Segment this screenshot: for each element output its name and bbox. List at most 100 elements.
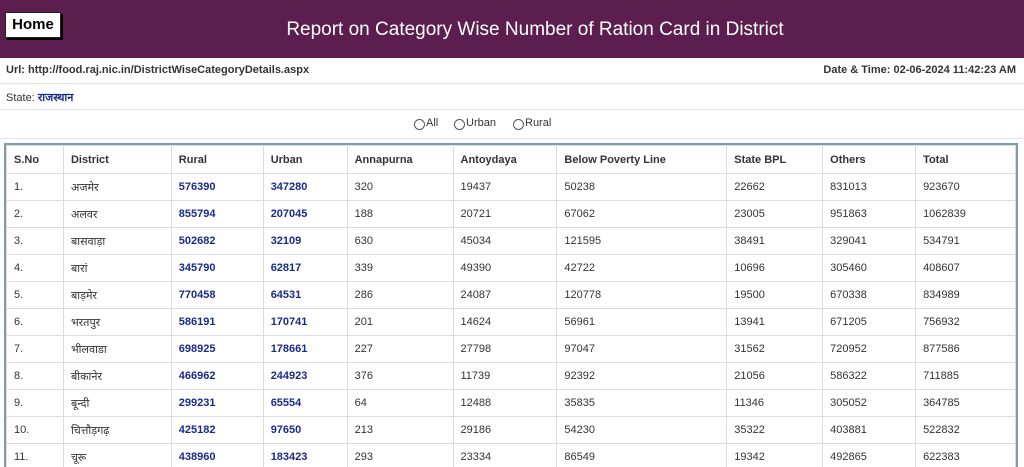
cell-sno: 2. (7, 201, 64, 228)
cell-sno: 5. (7, 282, 64, 309)
home-button[interactable]: Home (5, 12, 61, 38)
state-row: State: राजस्थान (0, 84, 1024, 110)
cell-rural[interactable]: 770458 (171, 282, 263, 309)
cell-district: बासवाड़ा (63, 228, 171, 255)
cell-rural[interactable]: 345790 (171, 255, 263, 282)
cell-sno: 7. (7, 336, 64, 363)
cell-bpl: 97047 (557, 336, 727, 363)
cell-antoydaya: 23334 (453, 444, 557, 467)
header-district: District (63, 146, 171, 174)
radio-urban-circle[interactable] (454, 119, 465, 130)
cell-others: 305460 (823, 255, 916, 282)
cell-annapurna: 293 (347, 444, 453, 467)
cell-others: 671205 (823, 309, 916, 336)
cell-bpl: 50238 (557, 174, 727, 201)
cell-annapurna: 64 (347, 390, 453, 417)
cell-bpl: 56961 (557, 309, 727, 336)
cell-urban[interactable]: 244923 (263, 363, 347, 390)
header-state-bpl: State BPL (727, 146, 823, 174)
cell-others: 586322 (823, 363, 916, 390)
cell-bpl: 54230 (557, 417, 727, 444)
cell-state-bpl: 38491 (727, 228, 823, 255)
cell-rural[interactable]: 466962 (171, 363, 263, 390)
cell-antoydaya: 27798 (453, 336, 557, 363)
cell-urban[interactable]: 183423 (263, 444, 347, 467)
cell-urban[interactable]: 32109 (263, 228, 347, 255)
cell-state-bpl: 10696 (727, 255, 823, 282)
radio-all-circle[interactable] (414, 119, 425, 130)
cell-antoydaya: 45034 (453, 228, 557, 255)
cell-others: 329041 (823, 228, 916, 255)
cell-bpl: 92392 (557, 363, 727, 390)
cell-annapurna: 286 (347, 282, 453, 309)
header-sno: S.No (7, 146, 64, 174)
radio-rural-label: Rural (525, 117, 551, 129)
cell-others: 670338 (823, 282, 916, 309)
cell-urban[interactable]: 207045 (263, 201, 347, 228)
cell-rural[interactable]: 698925 (171, 336, 263, 363)
cell-urban[interactable]: 178661 (263, 336, 347, 363)
cell-others: 403881 (823, 417, 916, 444)
cell-district: चूरू (63, 444, 171, 467)
cell-urban[interactable]: 347280 (263, 174, 347, 201)
cell-total: 923670 (916, 174, 1016, 201)
cell-rural[interactable]: 576390 (171, 174, 263, 201)
cell-rural[interactable]: 855794 (171, 201, 263, 228)
cell-rural[interactable]: 586191 (171, 309, 263, 336)
cell-total: 1062839 (916, 201, 1016, 228)
cell-urban[interactable]: 170741 (263, 309, 347, 336)
header-rural: Rural (171, 146, 263, 174)
report-table-container: S.No District Rural Urban Annapurna Anto… (4, 143, 1018, 467)
cell-urban[interactable]: 97650 (263, 417, 347, 444)
cell-antoydaya: 11739 (453, 363, 557, 390)
cell-antoydaya: 19437 (453, 174, 557, 201)
cell-total: 622383 (916, 444, 1016, 467)
cell-district: भीलवाडा (63, 336, 171, 363)
cell-annapurna: 227 (347, 336, 453, 363)
radio-rural[interactable]: Rural (513, 116, 551, 130)
cell-urban[interactable]: 62817 (263, 255, 347, 282)
radio-urban-label: Urban (466, 117, 496, 129)
cell-bpl: 67062 (557, 201, 727, 228)
cell-others: 831013 (823, 174, 916, 201)
cell-antoydaya: 14624 (453, 309, 557, 336)
cell-state-bpl: 19342 (727, 444, 823, 467)
cell-antoydaya: 49390 (453, 255, 557, 282)
cell-state-bpl: 31562 (727, 336, 823, 363)
info-row: Url: http://food.raj.nic.in/DistrictWise… (0, 58, 1024, 84)
cell-rural[interactable]: 438960 (171, 444, 263, 467)
cell-annapurna: 320 (347, 174, 453, 201)
state-label: State: राजस्थान (6, 90, 73, 105)
cell-urban[interactable]: 64531 (263, 282, 347, 309)
state-label-text: State: (6, 92, 35, 104)
cell-sno: 11. (7, 444, 64, 467)
cell-others: 492865 (823, 444, 916, 467)
cell-others: 305052 (823, 390, 916, 417)
cell-district: भरतपुर (63, 309, 171, 336)
radio-rural-circle[interactable] (513, 119, 524, 130)
cell-state-bpl: 11346 (727, 390, 823, 417)
cell-annapurna: 376 (347, 363, 453, 390)
report-table: S.No District Rural Urban Annapurna Anto… (6, 145, 1016, 467)
cell-annapurna: 213 (347, 417, 453, 444)
cell-rural[interactable]: 502682 (171, 228, 263, 255)
cell-total: 711885 (916, 363, 1016, 390)
cell-total: 364785 (916, 390, 1016, 417)
cell-rural[interactable]: 425182 (171, 417, 263, 444)
cell-sno: 6. (7, 309, 64, 336)
header-urban: Urban (263, 146, 347, 174)
filter-row: All Urban Rural (0, 110, 1024, 139)
cell-urban[interactable]: 65554 (263, 390, 347, 417)
cell-total: 834989 (916, 282, 1016, 309)
radio-all[interactable]: All (414, 116, 438, 130)
cell-state-bpl: 23005 (727, 201, 823, 228)
state-value: राजस्थान (38, 92, 74, 104)
cell-sno: 10. (7, 417, 64, 444)
cell-rural[interactable]: 299231 (171, 390, 263, 417)
radio-urban[interactable]: Urban (454, 116, 496, 130)
